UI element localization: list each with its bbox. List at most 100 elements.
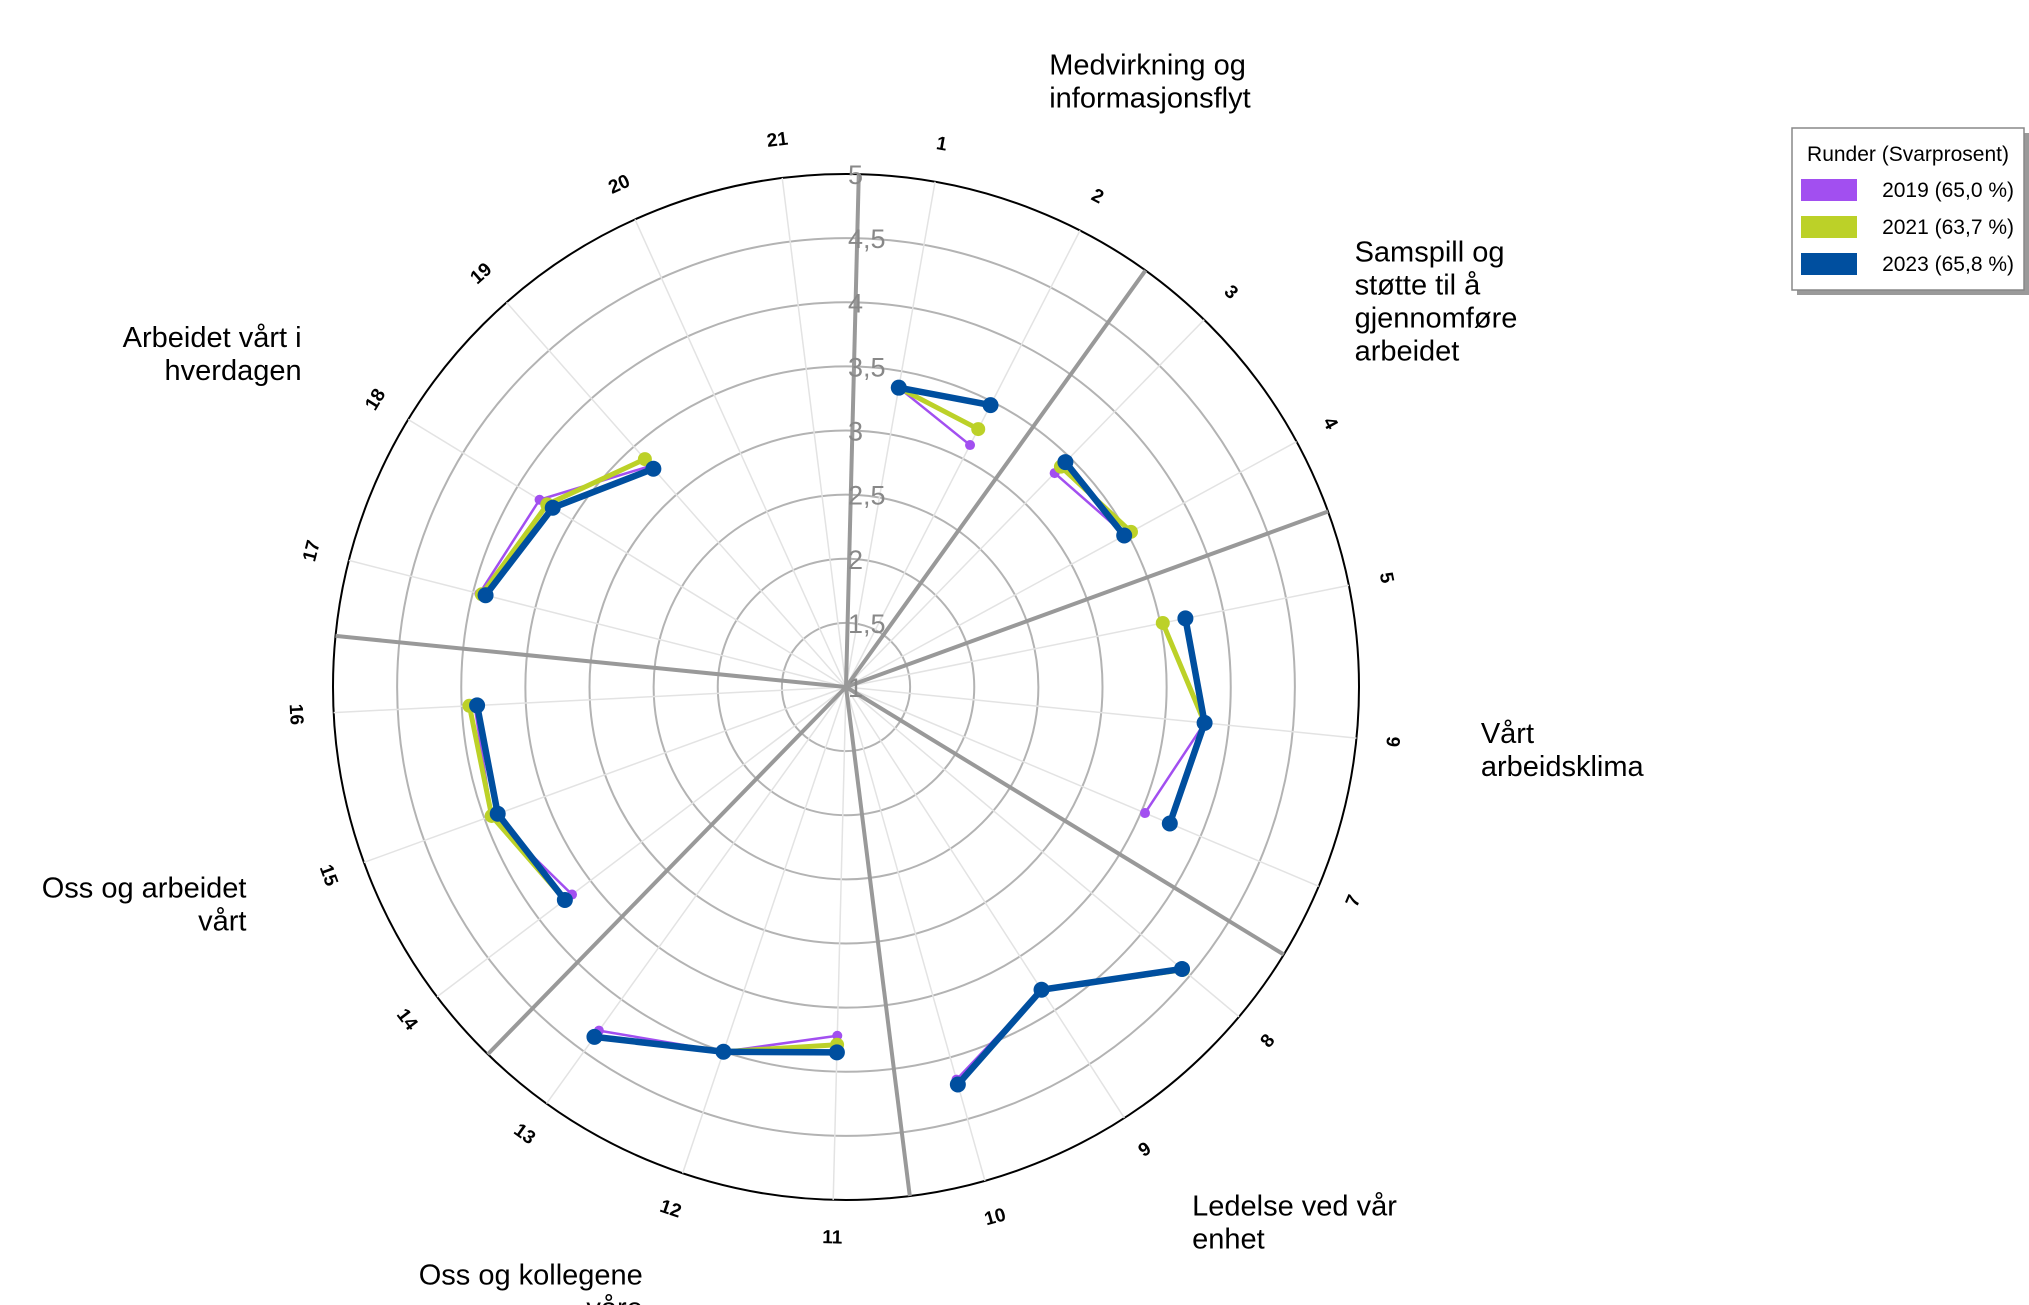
data-point-2-q6 [1196,714,1213,731]
legend-swatch-2021 [1801,216,1857,238]
radial-tick-label: 3,5 [848,352,886,382]
spoke-20 [634,219,847,688]
category-separator-5 [486,685,848,1056]
question-label-2: 2 [1088,185,1107,209]
data-point-2-q8 [1174,960,1190,977]
radial-tick-label: 5 [848,160,863,190]
series-line-2-3 [954,965,1186,1088]
question-label-4: 4 [1318,414,1342,434]
spoke-18 [407,418,847,688]
spoke-19 [505,301,847,688]
question-label-9: 9 [1135,1138,1155,1161]
spoke-3 [845,319,1205,688]
spoke-2 [845,230,1081,688]
question-label-5: 5 [1375,571,1398,586]
grid-ring-5 [524,365,1168,1009]
spoke-15 [363,686,847,864]
question-label-7: 7 [1342,892,1365,910]
spoke-7 [845,686,1320,887]
series-layer [462,379,1213,1093]
spoke-8 [845,686,1240,1018]
radial-tick-label: 3 [848,417,863,447]
series-line-1-0 [896,385,981,432]
spoke-17 [348,559,847,688]
category-label-1: Samspill og støtte til å gjennomføre arbeid… [1355,236,1518,367]
data-point-0-q2 [965,440,976,451]
radial-tick-label: 4,5 [848,224,886,254]
category-label-6: Arbeidet vårt i hverdagen [123,322,302,387]
legend-swatch-2023 [1801,253,1857,275]
spoke-10 [845,686,986,1182]
radial-tick-labels: 1 1,5 2 2,5 3 3,5 4 4,5 5 [848,160,886,703]
grid-ring-7 [396,237,1296,1137]
data-point-2-q16 [469,697,486,714]
question-label-21: 21 [766,128,790,152]
question-label-14: 14 [392,1005,422,1035]
category-label-0: Medvirkning og informasjonsflyt [1049,50,1250,115]
question-label-6: 6 [1383,736,1405,749]
question-label-19: 19 [467,259,497,289]
spoke-21 [781,177,847,688]
grid-ring-3 [652,493,1040,881]
question-label-13: 13 [510,1120,539,1149]
spoke-4 [845,440,1297,688]
question-label-20: 20 [605,171,633,199]
data-point-2-q7 [1161,815,1178,832]
data-point-0-q7 [1139,808,1150,819]
category-label-2: Vårt arbeidsklima [1481,718,1645,783]
category-separator-2 [845,509,1329,689]
data-point-1-q5 [1155,615,1170,630]
data-point-2-q4 [1116,527,1133,544]
question-label-10: 10 [982,1204,1008,1230]
legend-label-2023: 2023 (65,8 %) [1882,253,2014,276]
series-line-2-6 [482,465,657,599]
spoke-5 [845,584,1349,688]
grid-layer [332,173,1360,1201]
spoke-6 [845,686,1357,739]
data-point-2-q5 [1177,610,1194,627]
radial-tick-label: 1,5 [848,609,886,639]
radial-tick-label: 2 [848,545,863,575]
radial-tick-label: 1 [848,673,863,703]
series-2 [469,379,1213,1093]
series-line-2-0 [895,384,994,409]
data-point-2-q14 [556,891,573,908]
question-label-16: 16 [285,703,307,725]
category-label-5: Oss og arbeidet vårt [42,873,247,938]
category-separator-4 [844,686,912,1197]
data-point-2-q11 [828,1044,845,1061]
data-point-2-q9 [1033,981,1050,998]
question-label-3: 3 [1220,281,1242,303]
legend-label-2021: 2021 (63,7 %) [1882,216,2014,239]
data-point-2-q12 [715,1043,732,1060]
data-point-2-q18 [544,499,561,516]
data-point-2-q15 [489,805,506,822]
data-point-2-q1 [890,379,907,396]
spoke-12 [681,686,847,1174]
radial-tick-label: 4 [848,288,863,318]
spoke-14 [436,686,847,998]
grid-ring-2 [716,557,976,817]
spoke-9 [845,686,1125,1119]
series-line-2-1 [1062,458,1128,539]
series-line-0-0 [897,386,972,447]
category-label-4: Oss og kollegenevåre [419,1259,643,1305]
category-separator-1 [844,269,1148,689]
question-label-11: 11 [822,1227,843,1249]
category-label-3: Ledelse ved vår enhet [1192,1190,1397,1255]
data-point-2-q19 [645,460,662,477]
legend-swatch-2019 [1801,179,1857,201]
category-labels: Medvirkning og informasjonsflyt Samspill o… [42,50,1645,1305]
question-label-8: 8 [1257,1030,1280,1052]
data-point-2-q3 [1057,454,1074,471]
grid-ring-6 [460,301,1232,1073]
legend: Runder (Svarprosent) 2019 (65,0 %) 2021 … [1791,127,2029,295]
spoke-16 [333,686,847,714]
question-label-17: 17 [299,538,325,564]
legend-title: Runder (Svarprosent) [1807,143,2009,166]
category-separator-6 [335,633,847,689]
data-point-2-q13 [586,1028,603,1045]
series-1 [462,380,1212,1092]
